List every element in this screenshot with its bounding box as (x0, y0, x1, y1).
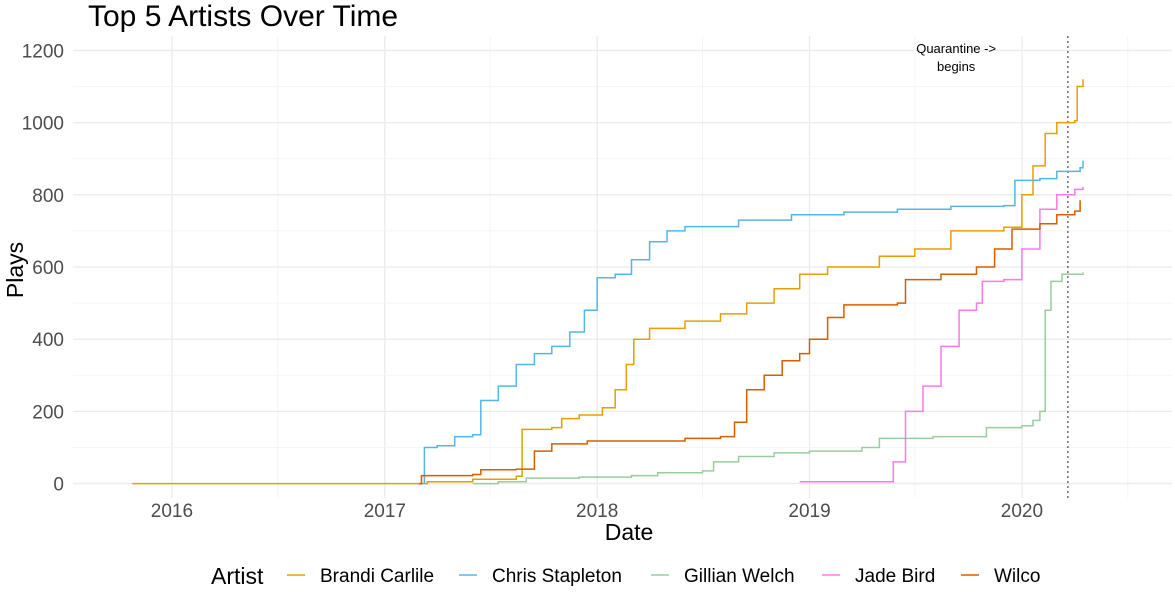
annotation-text: Quarantine -> (916, 41, 996, 56)
y-tick-label: 1000 (22, 114, 64, 135)
annotation-text: begins (937, 59, 976, 74)
x-tick-label: 2016 (151, 501, 193, 522)
quarantine-annotation: Quarantine -> begins (916, 41, 996, 74)
y-tick-label: 0 (53, 475, 64, 496)
series-line-gillian-welch (472, 272, 1084, 485)
y-tick-label: 600 (32, 258, 64, 279)
chart-title: Top 5 Artists Over Time (88, 0, 398, 33)
x-tick-label: 2018 (576, 501, 618, 522)
y-tick-label: 200 (32, 402, 64, 423)
x-tick-label: 2017 (364, 501, 406, 522)
series-line-jade-bird (799, 186, 1084, 483)
y-axis-ticks: 0 200 400 600 800 1000 1200 (22, 41, 64, 495)
series-lines (132, 79, 1084, 485)
x-tick-label: 2019 (788, 501, 830, 522)
y-tick-label: 400 (32, 330, 64, 351)
legend-title: Artist (211, 563, 264, 589)
x-axis-ticks: 2016 2017 2018 2019 2020 (151, 501, 1043, 522)
legend-label: Brandi Carlile (320, 566, 434, 587)
x-axis-title: Date (605, 519, 654, 545)
legend-label: Gillian Welch (684, 566, 795, 587)
legend-label: Chris Stapleton (492, 566, 622, 587)
y-tick-label: 1200 (22, 41, 64, 62)
series-line-wilco (419, 200, 1081, 485)
gridlines (73, 36, 1172, 498)
legend-label: Wilco (994, 566, 1040, 587)
legend: Artist Brandi Carlile Chris Stapleton Gill… (211, 563, 1040, 589)
series-line-chris-stapleton (419, 160, 1084, 485)
x-tick-label: 2020 (1001, 501, 1043, 522)
y-axis-title: Plays (2, 242, 28, 298)
legend-label: Jade Bird (855, 566, 935, 587)
series-line-brandi-carlile (132, 79, 1084, 485)
y-tick-label: 800 (32, 186, 64, 207)
